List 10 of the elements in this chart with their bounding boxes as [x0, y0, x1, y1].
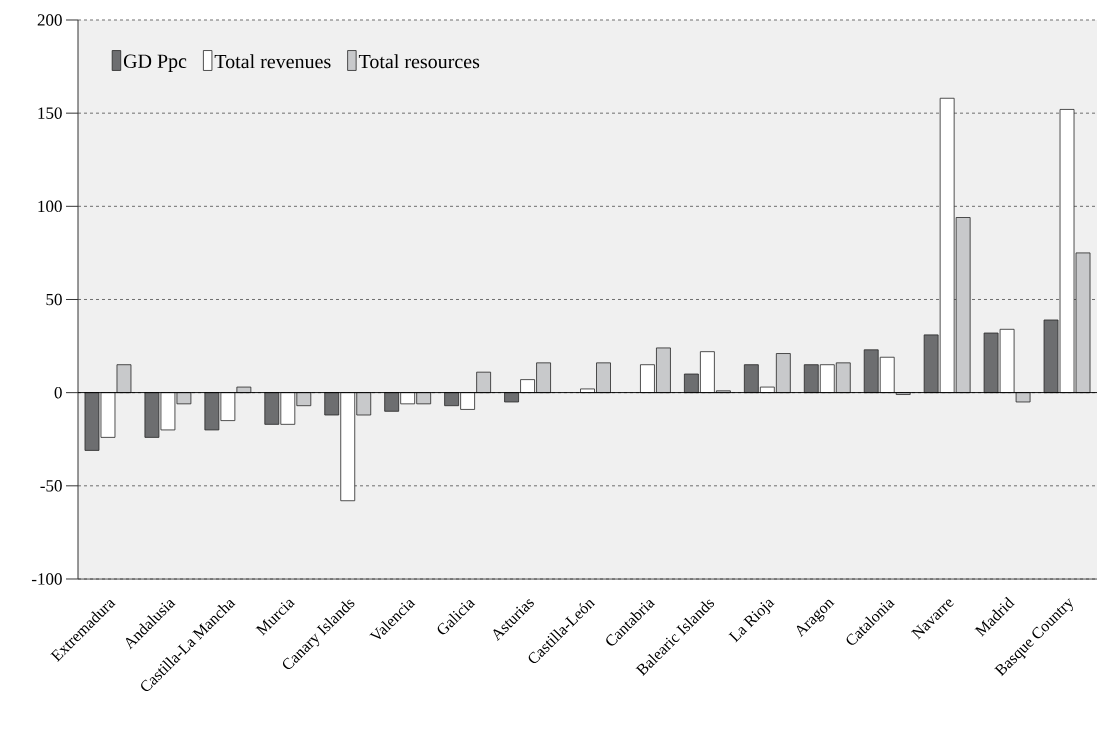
y-tick-label: 0 — [54, 386, 62, 399]
y-tick-label: 200 — [37, 14, 62, 26]
y-tick-label: 100 — [38, 200, 62, 213]
y-tick-label: 150 — [38, 107, 62, 119]
legend-label: GD Ppc — [123, 54, 187, 73]
y-tick-label: -50 — [40, 480, 62, 492]
y-tick-label: 50 — [46, 293, 62, 306]
y-tick-label: -100 — [31, 573, 62, 585]
legend-label: Total revenues — [214, 54, 331, 69]
legend-label: Total resources — [358, 54, 480, 69]
